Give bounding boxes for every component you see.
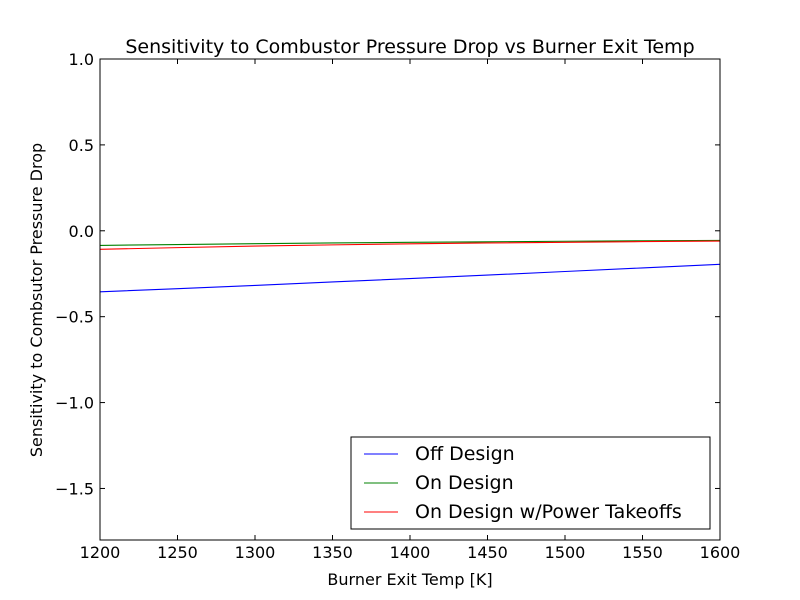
x-tick-label: 1500: [545, 543, 586, 562]
x-tick-label: 1200: [80, 543, 121, 562]
x-tick-label: 1300: [235, 543, 276, 562]
ticks: 1200 1250 1300 1350 1400 1450 1500 1550 1600 −1.5…: [55, 50, 740, 562]
y-tick-label: 1.0: [69, 50, 94, 69]
series-line-2: [99, 240, 721, 250]
x-tick-label: 1350: [312, 543, 353, 562]
legend: Off Design On Design On Design w/Power Tak…: [350, 436, 711, 530]
y-tick-label: 0.0: [69, 222, 94, 241]
legend-entry-label: Off Design: [415, 443, 515, 465]
y-tick-label: −1.5: [55, 479, 94, 498]
chart-title: Sensitivity to Combustor Pressure Drop v…: [125, 36, 694, 58]
y-tick-label: 0.5: [69, 136, 94, 155]
x-tick-label: 1450: [467, 543, 508, 562]
y-axis-label: Sensitivity to Combsutor Pressure Drop: [27, 143, 46, 457]
legend-entry-label: On Design w/Power Takeoffs: [415, 501, 682, 523]
legend-entry-label: On Design: [415, 472, 514, 494]
legend-box: [350, 436, 711, 530]
plot-area: [99, 239, 721, 293]
series-line-1: [99, 239, 721, 246]
y-tick-label: −1.0: [55, 394, 94, 413]
x-tick-label: 1250: [157, 543, 198, 562]
y-tick-label: −0.5: [55, 308, 94, 327]
x-tick-label: 1550: [622, 543, 663, 562]
x-tick-label: 1600: [700, 543, 741, 562]
x-tick-label: 1400: [390, 543, 431, 562]
series-line-0: [99, 263, 721, 293]
x-axis-label: Burner Exit Temp [K]: [327, 570, 492, 589]
